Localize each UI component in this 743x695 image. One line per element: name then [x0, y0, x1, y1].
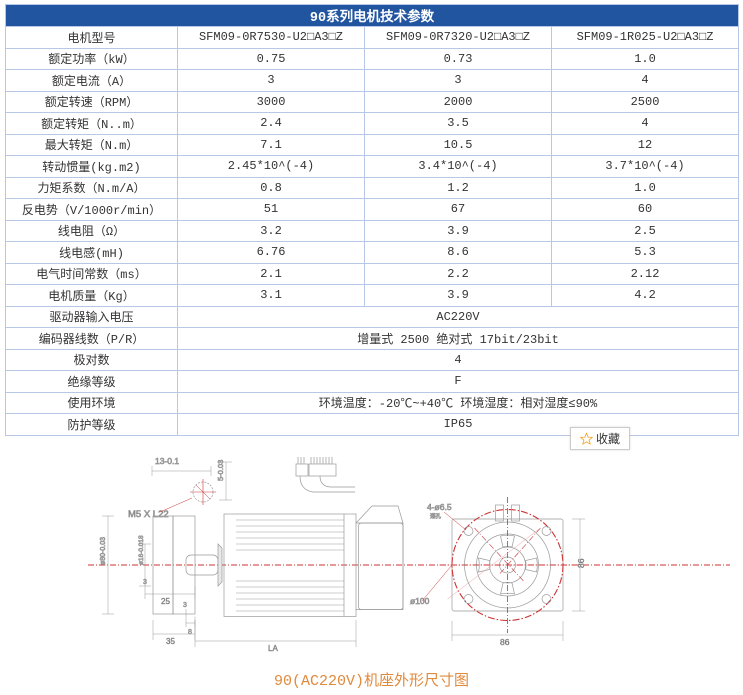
svg-text:8: 8: [188, 629, 192, 636]
svg-text:5-0.03: 5-0.03: [216, 460, 225, 481]
svg-text:ø16-0.018: ø16-0.018: [138, 535, 145, 565]
svg-text:通孔: 通孔: [430, 512, 442, 520]
svg-text:35: 35: [166, 637, 175, 646]
svg-text:25: 25: [161, 597, 170, 606]
svg-text:3: 3: [183, 602, 187, 609]
svg-text:ø80-0.03: ø80-0.03: [100, 537, 107, 565]
svg-text:4-ø6.5: 4-ø6.5: [427, 502, 452, 512]
svg-text:13-0.1: 13-0.1: [155, 456, 179, 466]
svg-text:LA: LA: [268, 644, 278, 653]
svg-text:ø100: ø100: [410, 596, 430, 606]
svg-text:86: 86: [500, 637, 510, 647]
svg-text:86: 86: [576, 558, 586, 568]
svg-text:3: 3: [143, 579, 147, 586]
